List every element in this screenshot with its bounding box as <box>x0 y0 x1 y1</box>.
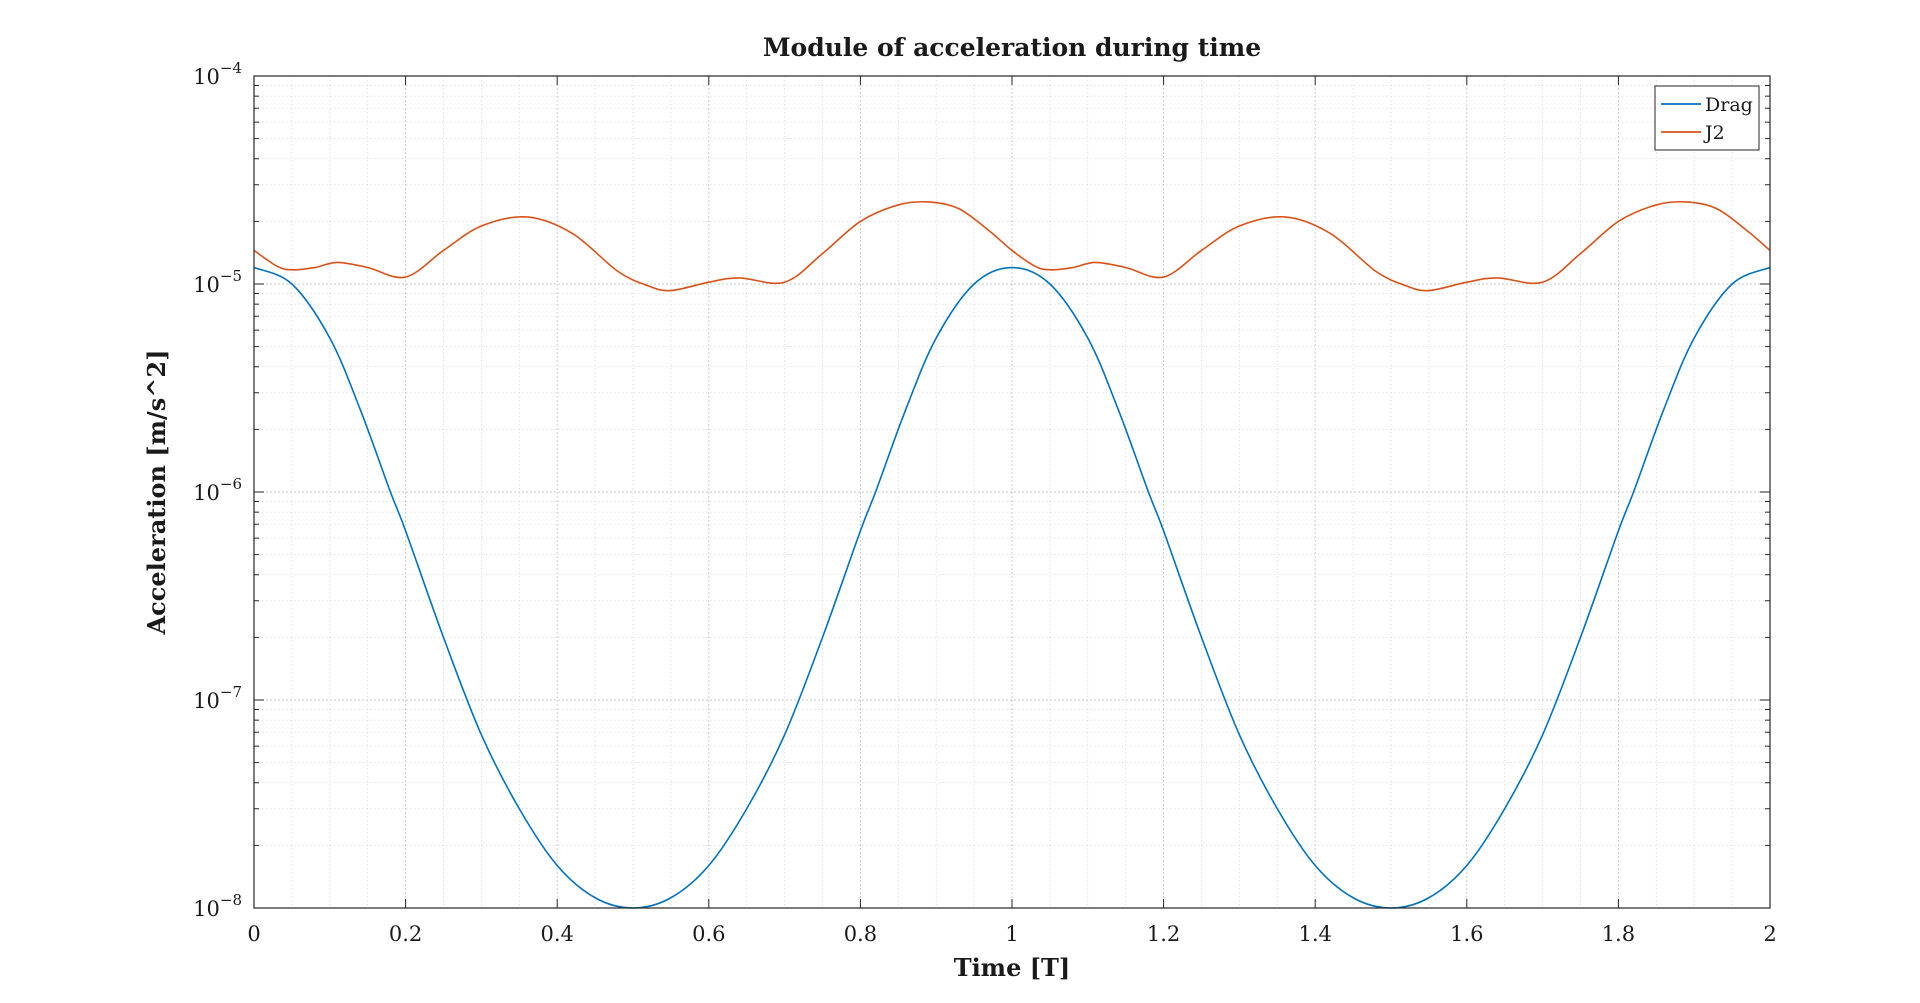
x-tick-label: 1.2 <box>1147 922 1180 946</box>
y-tick-label-exponent: −7 <box>220 683 242 701</box>
series-line-j2 <box>253 200 1771 292</box>
major-grid <box>254 76 1770 908</box>
x-tick-label: 1.8 <box>1602 922 1635 946</box>
x-tick-label: 2 <box>1763 922 1776 946</box>
y-tick-label-exponent: −5 <box>220 267 242 285</box>
x-tick-label: 0.8 <box>844 922 877 946</box>
x-tick-label: 0.4 <box>540 922 573 946</box>
legend-label-drag: Drag <box>1705 94 1753 116</box>
chart-title: Module of acceleration during time <box>763 33 1261 62</box>
legend-label-j2: J2 <box>1703 122 1725 144</box>
y-tick-label: 10−6 <box>193 475 242 505</box>
series-line-drag <box>253 266 1771 909</box>
legend-box <box>1654 85 1760 151</box>
y-tick-label: 10−8 <box>193 891 242 921</box>
y-tick-label: 10−5 <box>193 267 242 297</box>
y-tick-label-base: 10 <box>193 689 220 713</box>
series-layer <box>253 200 1771 909</box>
y-tick-label-exponent: −8 <box>220 891 242 909</box>
x-tick-label: 0.6 <box>692 922 725 946</box>
x-tick-label: 1.4 <box>1298 922 1331 946</box>
y-tick-label-exponent: −6 <box>220 475 242 493</box>
x-tick-label: 1.6 <box>1450 922 1483 946</box>
x-tick-label: 0.2 <box>389 922 422 946</box>
tick-marks <box>253 75 1771 909</box>
x-axis-label: Time [T] <box>954 953 1071 982</box>
y-tick-label-base: 10 <box>193 65 220 89</box>
y-tick-label-base: 10 <box>193 897 220 921</box>
y-tick-label-exponent: −4 <box>220 59 242 77</box>
y-tick-label-base: 10 <box>193 273 220 297</box>
y-tick-label: 10−4 <box>193 59 242 89</box>
legend-items: Drag J2 <box>1661 94 1753 144</box>
y-tick-label-base: 10 <box>193 481 220 505</box>
minor-grid <box>254 76 1770 908</box>
legend: Drag J2 <box>1654 85 1760 151</box>
x-tick-label: 1 <box>1005 922 1018 946</box>
y-axis-label: Acceleration [m/s^2] <box>142 350 171 636</box>
x-tick-labels: 0 0.2 0.4 0.6 0.8 1 1.2 1.4 1.6 1.8 2 <box>247 922 1776 946</box>
y-tick-labels: 10−810−710−610−510−4 <box>193 59 242 921</box>
y-tick-label: 10−7 <box>193 683 242 713</box>
x-tick-label: 0 <box>247 922 260 946</box>
